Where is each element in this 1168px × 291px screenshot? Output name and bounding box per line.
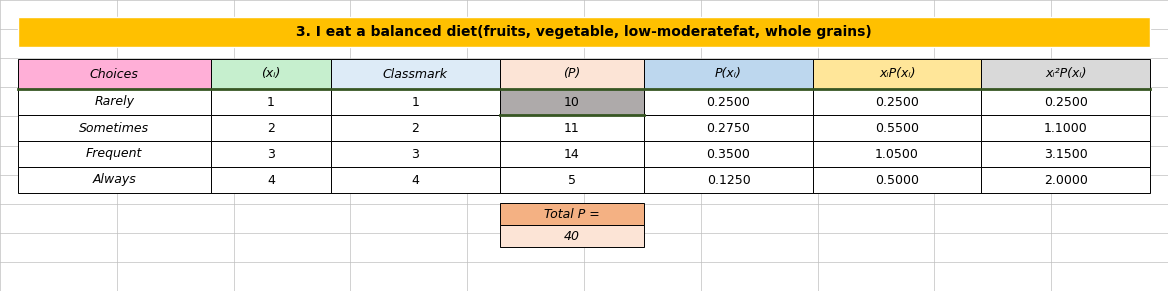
Text: 2: 2: [267, 122, 274, 134]
Bar: [331, 115, 500, 141]
Bar: [500, 167, 645, 193]
Text: 3. I eat a balanced diet(fruits, vegetable, low-moderatefat, whole grains): 3. I eat a balanced diet(fruits, vegetab…: [297, 25, 871, 39]
Bar: [500, 203, 645, 225]
Text: 0.5000: 0.5000: [875, 173, 919, 187]
Bar: [981, 167, 1150, 193]
Bar: [645, 115, 813, 141]
Text: Total P =: Total P =: [544, 207, 600, 221]
Bar: [813, 89, 981, 115]
Text: Sometimes: Sometimes: [79, 122, 150, 134]
Text: 0.1250: 0.1250: [707, 173, 750, 187]
Bar: [981, 141, 1150, 167]
Bar: [210, 115, 331, 141]
Text: P(xᵢ): P(xᵢ): [715, 68, 742, 81]
Bar: [331, 59, 500, 89]
Bar: [210, 59, 331, 89]
Bar: [500, 59, 645, 89]
Bar: [645, 141, 813, 167]
Bar: [500, 115, 645, 141]
Bar: [645, 167, 813, 193]
Text: 1: 1: [411, 95, 419, 109]
Text: 3: 3: [411, 148, 419, 161]
Text: 3.1500: 3.1500: [1044, 148, 1087, 161]
Text: 0.5500: 0.5500: [875, 122, 919, 134]
Bar: [18, 59, 210, 89]
Text: xᵢ²P(xᵢ): xᵢ²P(xᵢ): [1045, 68, 1086, 81]
Bar: [500, 225, 645, 247]
Text: 0.2500: 0.2500: [707, 95, 751, 109]
Text: 11: 11: [564, 122, 579, 134]
Text: (xᵢ): (xᵢ): [262, 68, 280, 81]
Bar: [18, 141, 210, 167]
Text: 0.2500: 0.2500: [875, 95, 919, 109]
Text: 1.0500: 1.0500: [875, 148, 919, 161]
Bar: [645, 89, 813, 115]
Bar: [500, 141, 645, 167]
Text: 0.2750: 0.2750: [707, 122, 751, 134]
Text: 0.2500: 0.2500: [1044, 95, 1087, 109]
Text: 1: 1: [267, 95, 274, 109]
Text: 1.1000: 1.1000: [1044, 122, 1087, 134]
Text: 4: 4: [267, 173, 274, 187]
Text: Choices: Choices: [90, 68, 139, 81]
Bar: [210, 89, 331, 115]
Text: 14: 14: [564, 148, 579, 161]
Bar: [18, 167, 210, 193]
Text: xᵢP(xᵢ): xᵢP(xᵢ): [878, 68, 916, 81]
Text: 4: 4: [411, 173, 419, 187]
Bar: [18, 89, 210, 115]
Text: 40: 40: [564, 230, 580, 242]
Bar: [210, 167, 331, 193]
Bar: [981, 89, 1150, 115]
Text: 10: 10: [564, 95, 579, 109]
Text: Frequent: Frequent: [86, 148, 142, 161]
Bar: [813, 167, 981, 193]
Bar: [500, 89, 645, 115]
Bar: [331, 141, 500, 167]
Text: 3: 3: [267, 148, 274, 161]
Bar: [813, 59, 981, 89]
Bar: [981, 59, 1150, 89]
Text: 2.0000: 2.0000: [1044, 173, 1087, 187]
Text: Rarely: Rarely: [95, 95, 134, 109]
Bar: [813, 141, 981, 167]
Text: 2: 2: [411, 122, 419, 134]
Text: Always: Always: [92, 173, 137, 187]
Bar: [813, 115, 981, 141]
Text: (P): (P): [563, 68, 580, 81]
Bar: [210, 141, 331, 167]
Bar: [18, 115, 210, 141]
Bar: [18, 17, 1150, 47]
Text: 0.3500: 0.3500: [707, 148, 751, 161]
Text: 5: 5: [568, 173, 576, 187]
Bar: [331, 89, 500, 115]
Bar: [645, 59, 813, 89]
Text: Classmark: Classmark: [383, 68, 447, 81]
Bar: [331, 167, 500, 193]
Bar: [981, 115, 1150, 141]
